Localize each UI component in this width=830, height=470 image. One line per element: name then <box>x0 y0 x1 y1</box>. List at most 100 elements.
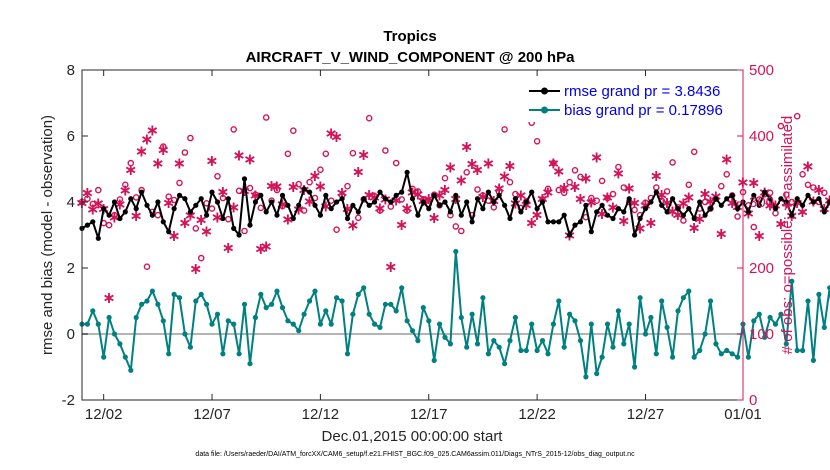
rmse-point <box>778 196 784 202</box>
bias-point <box>653 351 659 357</box>
bias-point <box>686 288 692 294</box>
rmse-point <box>166 229 172 235</box>
rmse-point <box>307 189 313 195</box>
obs-possible-marker <box>219 194 227 202</box>
obs-possible-marker <box>566 178 573 186</box>
rmse-point <box>691 215 697 222</box>
obs-assimilated-marker: ∗ <box>200 221 213 240</box>
obs-assimilated-marker: ∗ <box>525 213 538 232</box>
rmse-point <box>231 225 237 231</box>
obs-possible-marker <box>620 184 628 191</box>
obs-possible-marker <box>577 173 584 181</box>
obs-possible-marker <box>132 194 140 201</box>
obs-assimilated-marker: ∗ <box>189 259 202 278</box>
obs-possible-marker <box>663 188 671 195</box>
obs-possible-marker <box>224 215 232 223</box>
bias-point <box>301 311 307 317</box>
rmse-point <box>204 212 210 218</box>
obs-assimilated-marker: ∗ <box>541 182 554 201</box>
obs-possible-marker <box>734 213 741 220</box>
obs-possible-marker <box>463 168 471 176</box>
obs-possible-marker <box>550 159 557 167</box>
rmse-point <box>583 202 589 208</box>
obs-possible-marker <box>506 178 514 186</box>
y-axis-right-ticks: 0 100 200 300 400 500 <box>737 62 774 409</box>
bias-point <box>361 285 367 291</box>
rmse-point <box>767 196 773 202</box>
rmse-point <box>670 196 676 202</box>
x-tick-label: 12/07 <box>193 406 231 423</box>
bias-point <box>269 301 275 307</box>
obs-assimilated-marker: ∗ <box>650 166 663 185</box>
obs-possible-marker <box>593 197 601 204</box>
bias-point <box>453 248 459 255</box>
bias-point <box>339 298 345 304</box>
obs-assimilated-marker: ∗ <box>471 160 484 179</box>
bias-point <box>133 314 139 321</box>
rmse-point <box>577 219 584 225</box>
rmse-point <box>588 229 594 235</box>
obs-possible-marker <box>300 207 308 214</box>
obs-assimilated-marker: ∗ <box>254 239 267 258</box>
obs-possible-marker <box>192 225 200 232</box>
rmse-point <box>534 206 540 212</box>
rmse-point <box>545 219 551 225</box>
bias-point <box>729 351 735 357</box>
obs-assimilated-marker: ∗ <box>352 162 365 181</box>
bias-point <box>469 311 475 317</box>
rmse-point <box>409 196 416 202</box>
bias-point <box>84 321 90 327</box>
obs-possible-marker <box>306 178 313 186</box>
rmse-point <box>350 202 356 208</box>
obs-possible-marker <box>257 204 265 212</box>
rmse-point <box>442 199 448 205</box>
bias-point <box>317 321 323 327</box>
obs-assimilated-marker: ∗ <box>395 215 408 234</box>
bias-point <box>545 351 551 357</box>
rmse-point <box>507 215 513 222</box>
bias-point <box>496 344 502 350</box>
obs-assimilated-marker: ∗ <box>687 218 700 237</box>
bias-point <box>155 301 161 307</box>
obs-assimilated-marker: ∗ <box>671 205 684 224</box>
obs-possible-marker <box>571 166 579 174</box>
bias-point <box>149 288 155 294</box>
bias-point <box>388 301 394 307</box>
obs-possible-marker <box>793 112 801 120</box>
bias-point <box>372 321 378 327</box>
bias-point <box>263 305 269 311</box>
bias-point <box>366 311 372 317</box>
obs-assimilated-marker: ∗ <box>612 163 625 182</box>
obs-possible-marker <box>750 223 758 231</box>
bias-point <box>577 338 584 344</box>
obs-possible-marker <box>398 196 406 203</box>
rmse-point <box>361 196 367 202</box>
rmse-point <box>539 199 546 205</box>
obs-assimilated-marker: ∗ <box>335 183 348 202</box>
x-axis-label: Dec.01,2015 00:00:00 start <box>322 428 504 445</box>
obs-assimilated-marker: ∗ <box>455 171 468 190</box>
rmse-point <box>241 176 248 182</box>
obs-possible-marker <box>452 223 460 230</box>
obs-assimilated-marker: ∗ <box>579 169 592 188</box>
rmse-point <box>122 209 128 215</box>
obs-possible-marker <box>609 190 617 198</box>
bias-point <box>713 341 719 347</box>
obs-possible-marker <box>159 143 167 150</box>
rmse-point <box>702 212 708 218</box>
obs-assimilated-marker: ∗ <box>536 189 549 208</box>
bias-point <box>128 367 134 373</box>
bias-point <box>610 344 616 350</box>
bias-point <box>491 338 497 344</box>
obs-assimilated-marker: ∗ <box>492 179 505 198</box>
obs-possible-marker <box>165 193 172 200</box>
bias-point <box>697 347 703 354</box>
bias-point <box>675 308 681 314</box>
rmse-point <box>214 199 221 205</box>
obs-possible-marker <box>127 159 135 167</box>
obs-assimilated-marker: ∗ <box>314 177 327 196</box>
bias-point <box>458 314 464 321</box>
rmse-point <box>290 215 296 222</box>
rmse-point <box>193 202 199 208</box>
obs-assimilated-marker: ∗ <box>151 153 164 172</box>
